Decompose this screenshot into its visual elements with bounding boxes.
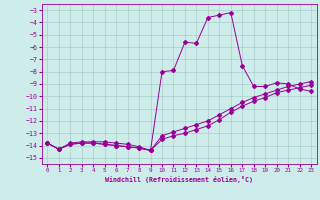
X-axis label: Windchill (Refroidissement éolien,°C): Windchill (Refroidissement éolien,°C) [105,176,253,183]
